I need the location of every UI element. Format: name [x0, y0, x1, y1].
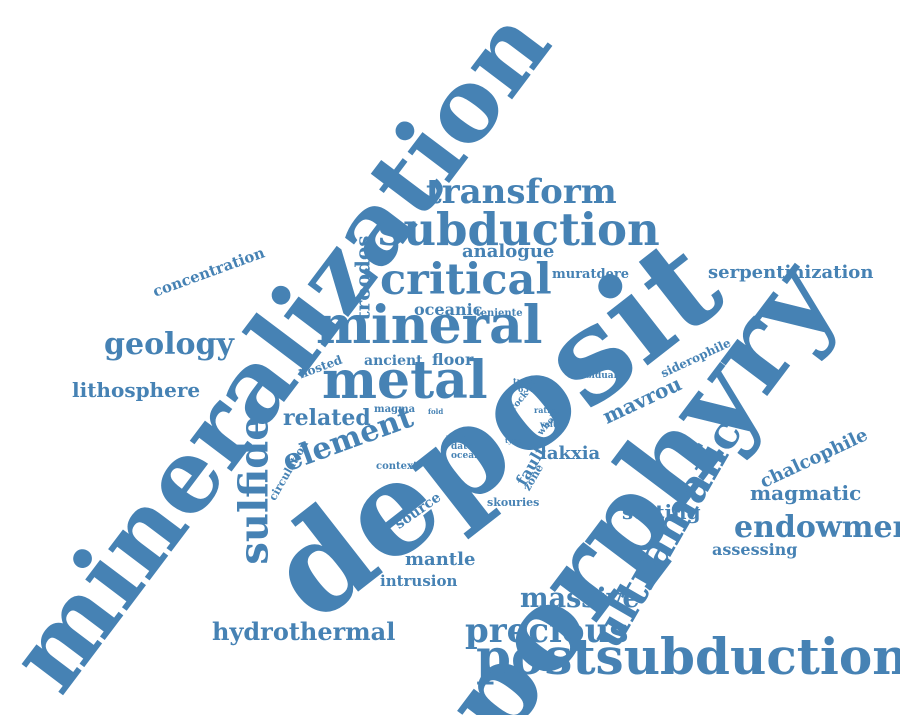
word-troodos: troodos — [350, 235, 375, 321]
word-setting: setting — [622, 500, 701, 524]
word-serpentinization: serpentinization — [708, 262, 874, 283]
word-postsubduction: postsubduction — [476, 627, 900, 686]
word-subduction: subduction — [378, 203, 660, 256]
word-magmatic: magmatic — [750, 481, 862, 505]
word-skouries: skouries — [487, 496, 540, 509]
word-related: related — [283, 405, 371, 431]
word-hydrothermal: hydrothermal — [212, 617, 396, 646]
word-endowment: endowment — [734, 510, 900, 545]
word-critical: critical — [380, 255, 552, 305]
word-analogue: analogue — [462, 241, 555, 262]
word-role: role — [446, 433, 469, 444]
word-ratio: ratio — [534, 405, 556, 415]
word-type: type — [505, 436, 522, 445]
word-residual: residual — [576, 371, 618, 381]
word-metal: metal — [322, 350, 488, 411]
word-precious: precious — [465, 611, 629, 651]
word-lakxia: lakxia — [540, 443, 601, 464]
word-d34s: δ34s — [518, 384, 539, 394]
word-floor: floor — [432, 350, 474, 369]
word-ocean: ocean — [451, 451, 481, 461]
word-massive: massive — [520, 583, 640, 614]
word-context: context — [376, 461, 418, 472]
word-lithosphere: lithosphere — [72, 378, 201, 402]
word-mineral: mineral — [316, 295, 543, 356]
word-intrusion: intrusion — [380, 572, 458, 590]
word-mantle: mantle — [405, 549, 476, 570]
word-magma: magma — [374, 404, 416, 415]
word-ancient: ancient — [364, 353, 423, 369]
word-transform: transform — [426, 172, 617, 212]
word-geology: geology — [104, 327, 234, 362]
word-data: data — [451, 442, 474, 452]
word-trace: trace — [513, 376, 537, 386]
word-teniente: teniente — [476, 308, 523, 319]
word-muratdere: muratdere — [552, 267, 629, 282]
word-value: value — [540, 419, 564, 429]
word-assessing: assessing — [712, 540, 798, 559]
word-oceanic: oceanic — [414, 300, 483, 319]
word-fold: fold — [428, 407, 444, 416]
